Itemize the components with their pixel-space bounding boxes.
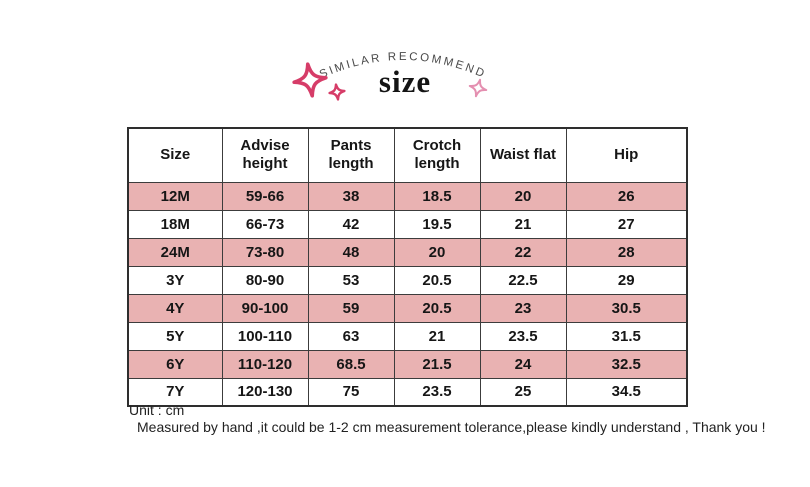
column-header: Size <box>127 127 223 183</box>
table-row: 4Y 90-100 59 20.5 23 30.5 <box>127 293 688 323</box>
table-row: 6Y 110-120 68.5 21.5 24 32.5 <box>127 349 688 379</box>
table-cell: 63 <box>307 321 395 351</box>
page-title: size <box>378 64 432 99</box>
table-cell: 34.5 <box>565 377 688 407</box>
table-cell: 19.5 <box>393 209 481 239</box>
sparkle-right-icon <box>468 78 488 98</box>
table-cell: 21.5 <box>393 349 481 379</box>
table-cell: 23 <box>479 293 567 323</box>
table-cell: 59-66 <box>221 181 309 211</box>
table-row: 5Y 100-110 63 21 23.5 31.5 <box>127 321 688 351</box>
table-cell: 90-100 <box>221 293 309 323</box>
table-cell: 5Y <box>127 321 223 351</box>
table-cell: 31.5 <box>565 321 688 351</box>
column-header: Pants length <box>307 127 395 183</box>
table-cell: 32.5 <box>565 349 688 379</box>
table-header: Size Advise height Pants length Crotch leng… <box>127 127 688 183</box>
sparkle-large-icon <box>292 62 328 98</box>
table-cell: 4Y <box>127 293 223 323</box>
table-cell: 12M <box>127 181 223 211</box>
table-cell: 30.5 <box>565 293 688 323</box>
table-cell: 22 <box>479 237 567 267</box>
sparkle-small-icon <box>328 83 346 101</box>
table-cell: 48 <box>307 237 395 267</box>
table-cell: 21 <box>393 321 481 351</box>
table-cell: 120-130 <box>221 377 309 407</box>
table-cell: 20.5 <box>393 293 481 323</box>
table-cell: 27 <box>565 209 688 239</box>
table-cell: 59 <box>307 293 395 323</box>
table-cell: 20 <box>393 237 481 267</box>
table-cell: 20.5 <box>393 265 481 295</box>
table-cell: 38 <box>307 181 395 211</box>
table-body: 12M 59-66 38 18.5 20 26 18M 66-73 42 19.5 21 27 24M 7… <box>127 181 688 407</box>
table-cell: 23.5 <box>479 321 567 351</box>
table-cell: 24M <box>127 237 223 267</box>
table-row: 7Y 120-130 75 23.5 25 34.5 <box>127 377 688 407</box>
table-cell: 73-80 <box>221 237 309 267</box>
table-cell: 100-110 <box>221 321 309 351</box>
table-row: 24M 73-80 48 20 22 28 <box>127 237 688 267</box>
table-cell: 25 <box>479 377 567 407</box>
table-cell: 23.5 <box>393 377 481 407</box>
tolerance-note: Measured by hand ,it could be 1-2 cm mea… <box>137 419 766 435</box>
table-cell: 80-90 <box>221 265 309 295</box>
table-cell: 24 <box>479 349 567 379</box>
table-cell: 18M <box>127 209 223 239</box>
table-row: 12M 59-66 38 18.5 20 26 <box>127 181 688 211</box>
column-header: Waist flat <box>479 127 567 183</box>
column-header: Advise height <box>221 127 309 183</box>
table-cell: 42 <box>307 209 395 239</box>
table-cell: 110-120 <box>221 349 309 379</box>
table-cell: 7Y <box>127 377 223 407</box>
column-header: Crotch length <box>393 127 481 183</box>
table-cell: 26 <box>565 181 688 211</box>
table-row: 18M 66-73 42 19.5 21 27 <box>127 209 688 239</box>
table-cell: 3Y <box>127 265 223 295</box>
column-header: Hip <box>565 127 688 183</box>
table-cell: 20 <box>479 181 567 211</box>
table-cell: 6Y <box>127 349 223 379</box>
table-cell: 75 <box>307 377 395 407</box>
table-cell: 18.5 <box>393 181 481 211</box>
table-cell: 53 <box>307 265 395 295</box>
table-row: 3Y 80-90 53 20.5 22.5 29 <box>127 265 688 295</box>
table-cell: 29 <box>565 265 688 295</box>
header-decoration: SIMILAR RECOMMEND <box>292 51 488 101</box>
table-cell: 22.5 <box>479 265 567 295</box>
table-cell: 68.5 <box>307 349 395 379</box>
table-cell: 28 <box>565 237 688 267</box>
size-table: Size Advise height Pants length Crotch leng… <box>127 127 688 407</box>
unit-label: Unit : cm <box>129 402 185 418</box>
table-cell: 21 <box>479 209 567 239</box>
table-cell: 66-73 <box>221 209 309 239</box>
table-header-row: Size Advise height Pants length Crotch leng… <box>127 127 688 183</box>
